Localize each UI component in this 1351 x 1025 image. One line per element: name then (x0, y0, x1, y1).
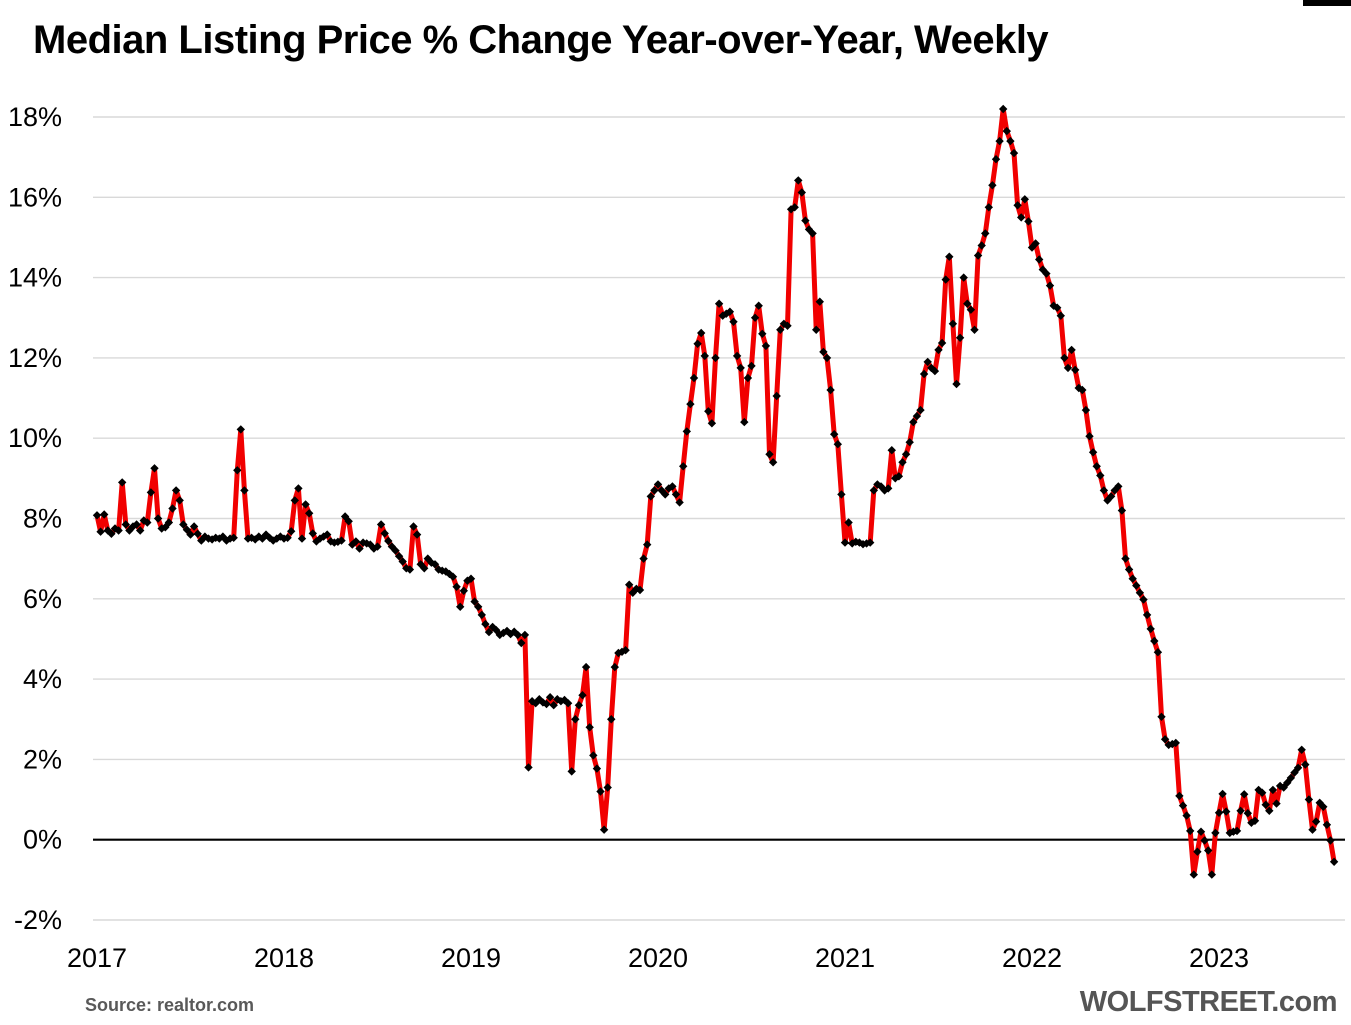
y-axis-label: 0% (23, 825, 62, 855)
x-axis-label: 2020 (628, 943, 688, 973)
x-axis-label: 2017 (67, 943, 127, 973)
x-axis-label: 2022 (1002, 943, 1062, 973)
y-axis-label: 14% (8, 263, 62, 293)
chart-title: Median Listing Price % Change Year-over-… (33, 18, 1049, 62)
x-axis-label: 2021 (815, 943, 875, 973)
y-axis-label: 4% (23, 664, 62, 694)
y-axis-label: 10% (8, 423, 62, 453)
y-axis-label: 18% (8, 102, 62, 132)
branding: WOLFSTREET.com (1079, 986, 1338, 1018)
data-point-markers (92, 104, 1339, 879)
top-right-bar (1303, 0, 1351, 6)
x-axis-label: 2023 (1189, 943, 1249, 973)
y-axis-label: 16% (8, 182, 62, 212)
source-note: Source: realtor.com (85, 995, 255, 1015)
x-axis-label: 2019 (441, 943, 501, 973)
x-axis-label: 2018 (254, 943, 314, 973)
y-axis-label: 2% (23, 744, 62, 774)
y-axis-label: 8% (23, 504, 62, 534)
y-axis-label: 6% (23, 584, 62, 614)
y-axis-label: -2% (14, 905, 62, 935)
y-axis-label: 12% (8, 343, 62, 373)
